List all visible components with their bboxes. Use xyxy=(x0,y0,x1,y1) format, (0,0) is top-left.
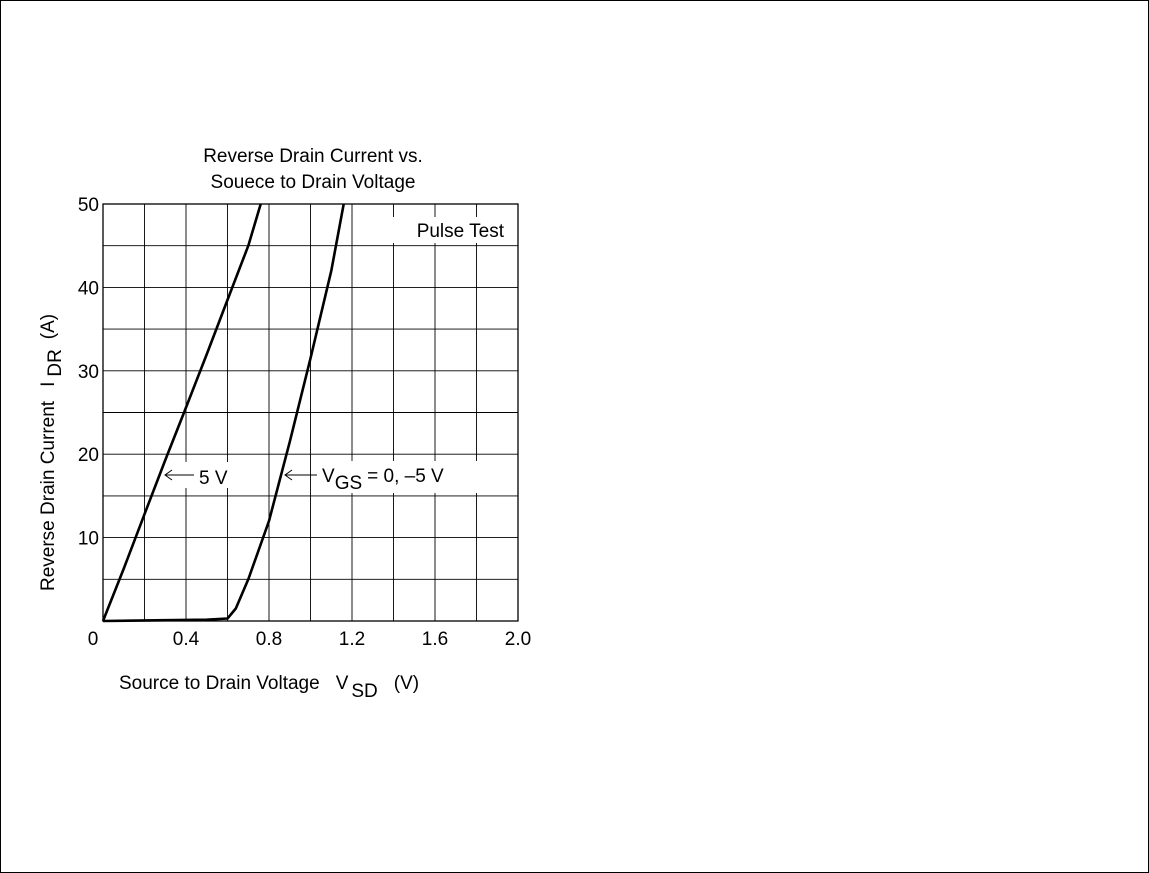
vgs-symbol: V xyxy=(322,466,335,487)
x-axis-label: Source to Drain Voltage V SD (V) xyxy=(119,673,419,702)
y-tick-label: 20 xyxy=(78,445,99,466)
vgs-subscript: GS xyxy=(335,473,362,494)
chart-title-line2: Souece to Drain Voltage xyxy=(211,172,416,193)
x-axis-subscript: SD xyxy=(351,681,377,702)
series-line-1 xyxy=(102,203,345,623)
x-tick-label: 1.6 xyxy=(422,629,448,650)
tick-labels: 0 0.4 0.8 1.2 1.6 2.0 10 20 30 40 50 xyxy=(78,195,531,650)
vgs-value: = 0, –5 V xyxy=(367,466,444,487)
grid xyxy=(103,204,518,621)
y-axis-subscript: DR xyxy=(45,349,66,376)
annotation-pulse-test: Pulse Test xyxy=(417,221,505,242)
x-tick-label: 0 xyxy=(88,629,99,650)
series-label-5v: 5 V xyxy=(199,468,228,489)
y-tick-label: 10 xyxy=(78,529,99,550)
label-5v: 5 V xyxy=(164,462,241,489)
plot-border xyxy=(102,203,519,622)
x-tick-label: 2.0 xyxy=(505,629,531,650)
x-tick-label: 0.4 xyxy=(173,629,200,650)
y-tick-label: 30 xyxy=(78,362,99,383)
x-axis-symbol: V xyxy=(336,673,349,694)
y-tick-label: 40 xyxy=(78,278,99,299)
x-axis-unit: (V) xyxy=(394,673,419,694)
curves xyxy=(101,203,345,623)
series-label-vgs: VGS = 0, –5 V xyxy=(322,466,444,494)
y-tick-label: 50 xyxy=(78,195,99,216)
chart-title-line1: Reverse Drain Current vs. xyxy=(203,146,423,167)
x-tick-label: 0.8 xyxy=(256,629,282,650)
y-axis-label-text: Reverse Drain Current xyxy=(38,400,59,591)
x-tick-label: 1.2 xyxy=(339,629,365,650)
x-axis-label-text: Source to Drain Voltage xyxy=(119,673,320,694)
series-line-0 xyxy=(101,203,262,622)
label-vgs: VGS = 0, –5 V xyxy=(284,461,479,494)
y-axis-unit: (A) xyxy=(38,314,59,339)
y-axis-label: Reverse Drain Current I DR (A) xyxy=(38,314,66,591)
y-axis-symbol: I xyxy=(38,382,59,387)
annotation-background xyxy=(385,217,509,243)
